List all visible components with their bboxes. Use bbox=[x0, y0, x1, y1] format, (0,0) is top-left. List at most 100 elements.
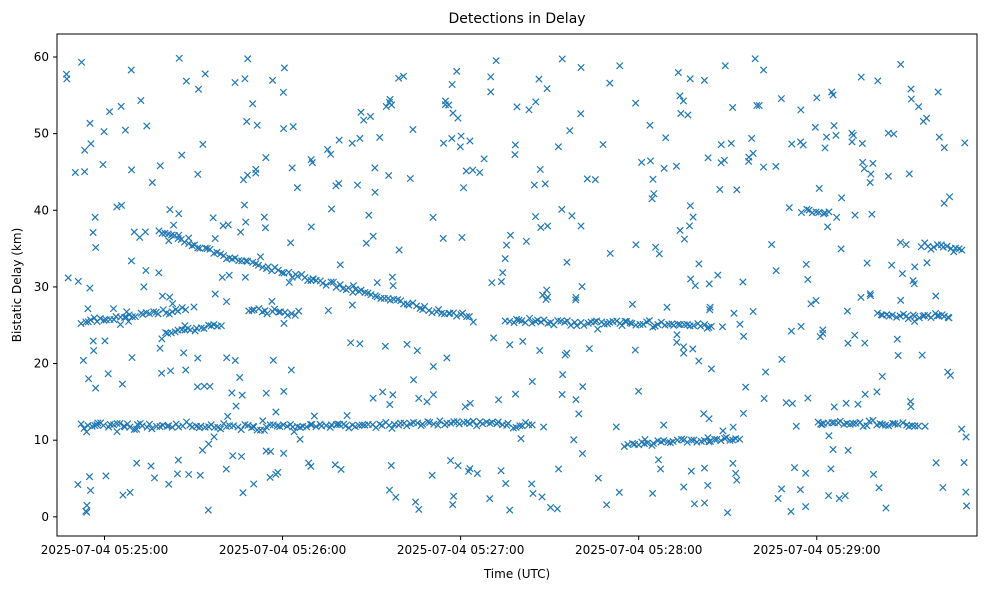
scatter-point bbox=[411, 498, 420, 506]
x-axis: 2025-07-04 05:25:00 2025-07-04 05:26:00 20… bbox=[41, 536, 880, 557]
scatter-point bbox=[643, 439, 651, 447]
scatter-point bbox=[829, 91, 837, 99]
scatter-point bbox=[851, 211, 859, 219]
scatter-point bbox=[449, 492, 458, 500]
scatter-point bbox=[655, 250, 663, 258]
scatter-point bbox=[118, 380, 127, 388]
scatter-point bbox=[674, 68, 682, 77]
scatter-point bbox=[716, 185, 724, 194]
scatter-point bbox=[673, 331, 681, 339]
scatter-point bbox=[376, 133, 384, 142]
scatter-point bbox=[358, 421, 366, 429]
scatter-point bbox=[181, 306, 190, 314]
scatter-point bbox=[423, 398, 431, 406]
scatter-point bbox=[650, 190, 658, 198]
scatter-point bbox=[691, 281, 699, 290]
scatter-point bbox=[686, 75, 694, 83]
scatter-point bbox=[249, 100, 257, 108]
scatter-point bbox=[497, 277, 506, 286]
scatter-point bbox=[621, 317, 629, 325]
scatter-point bbox=[860, 164, 868, 173]
scatter-point bbox=[162, 328, 170, 337]
scatter-point bbox=[934, 88, 942, 96]
scatter-point bbox=[371, 164, 379, 172]
scatter-point bbox=[121, 126, 130, 134]
scatter-point bbox=[499, 269, 507, 277]
scatter-point bbox=[194, 244, 202, 252]
scatter-point bbox=[291, 311, 299, 319]
scatter-point bbox=[656, 465, 665, 473]
scatter-point bbox=[443, 354, 451, 362]
scatter-point bbox=[736, 320, 744, 328]
scatter-point bbox=[323, 145, 332, 154]
scatter-point bbox=[86, 284, 94, 292]
scatter-point bbox=[751, 55, 759, 63]
scatter-point bbox=[904, 315, 912, 323]
scatter-point bbox=[94, 419, 102, 427]
chart-title: Detections in Delay bbox=[448, 11, 585, 27]
scatter-point bbox=[578, 449, 587, 458]
scatter-point bbox=[307, 462, 315, 471]
scatter-point bbox=[813, 94, 821, 102]
scatter-point bbox=[866, 290, 874, 298]
scatter-point bbox=[943, 242, 951, 250]
scatter-point bbox=[721, 62, 729, 70]
scatter-point bbox=[409, 125, 417, 134]
scatter-point bbox=[241, 75, 249, 83]
scatter-point bbox=[268, 297, 276, 306]
scatter-point bbox=[684, 111, 692, 119]
scatter-point bbox=[567, 321, 575, 329]
scatter-point bbox=[280, 319, 288, 328]
scatter-point bbox=[113, 428, 121, 436]
scatter-point bbox=[577, 222, 585, 230]
scatter-point bbox=[532, 98, 540, 106]
scatter-point bbox=[573, 321, 581, 330]
scatter-point bbox=[324, 306, 332, 315]
scatter-point bbox=[362, 239, 370, 247]
scatter-point bbox=[279, 125, 288, 133]
scatter-point bbox=[218, 273, 226, 281]
scatter-point bbox=[945, 314, 953, 322]
scatter-point bbox=[559, 371, 567, 379]
scatter-point bbox=[360, 116, 368, 124]
scatter-point bbox=[835, 494, 843, 503]
scatter-point bbox=[459, 184, 468, 192]
scatter-point bbox=[960, 459, 968, 467]
scatter-point bbox=[606, 249, 614, 257]
scatter-point bbox=[148, 178, 156, 187]
scatter-point bbox=[428, 471, 436, 479]
scatter-point bbox=[92, 384, 100, 392]
scatter-point bbox=[873, 388, 881, 396]
scatter-point bbox=[83, 508, 91, 516]
scatter-point bbox=[700, 436, 708, 444]
y-tick-label-2: 20 bbox=[34, 357, 49, 371]
scatter-point bbox=[615, 488, 623, 497]
scatter-point bbox=[239, 489, 247, 497]
scatter-point bbox=[792, 422, 800, 430]
scatter-point bbox=[253, 121, 261, 129]
scatter-point bbox=[140, 283, 148, 291]
scatter-point bbox=[280, 64, 288, 72]
scatter-point bbox=[580, 321, 588, 330]
scatter-point bbox=[932, 459, 940, 467]
scatter-point bbox=[487, 88, 495, 96]
scatter-point bbox=[77, 420, 85, 428]
scatter-point bbox=[616, 62, 624, 70]
scatter-point bbox=[628, 439, 637, 448]
scatter-point bbox=[554, 465, 563, 473]
scatter-point bbox=[196, 244, 204, 252]
scatter-point bbox=[857, 293, 865, 301]
scatter-point bbox=[828, 418, 836, 427]
scatter-point bbox=[369, 394, 377, 402]
scatter-point bbox=[386, 400, 394, 409]
scatter-point bbox=[356, 134, 364, 143]
scatter-point bbox=[169, 221, 178, 229]
scatter-point bbox=[158, 229, 166, 238]
scatter-point bbox=[787, 327, 796, 335]
scatter-point bbox=[304, 276, 312, 285]
x-tick-label-0: 2025-07-04 05:25:00 bbox=[41, 543, 168, 557]
scatter-point bbox=[165, 237, 173, 245]
scatter-point bbox=[403, 422, 411, 430]
scatter-point bbox=[563, 349, 571, 357]
scatter-point bbox=[735, 435, 744, 443]
